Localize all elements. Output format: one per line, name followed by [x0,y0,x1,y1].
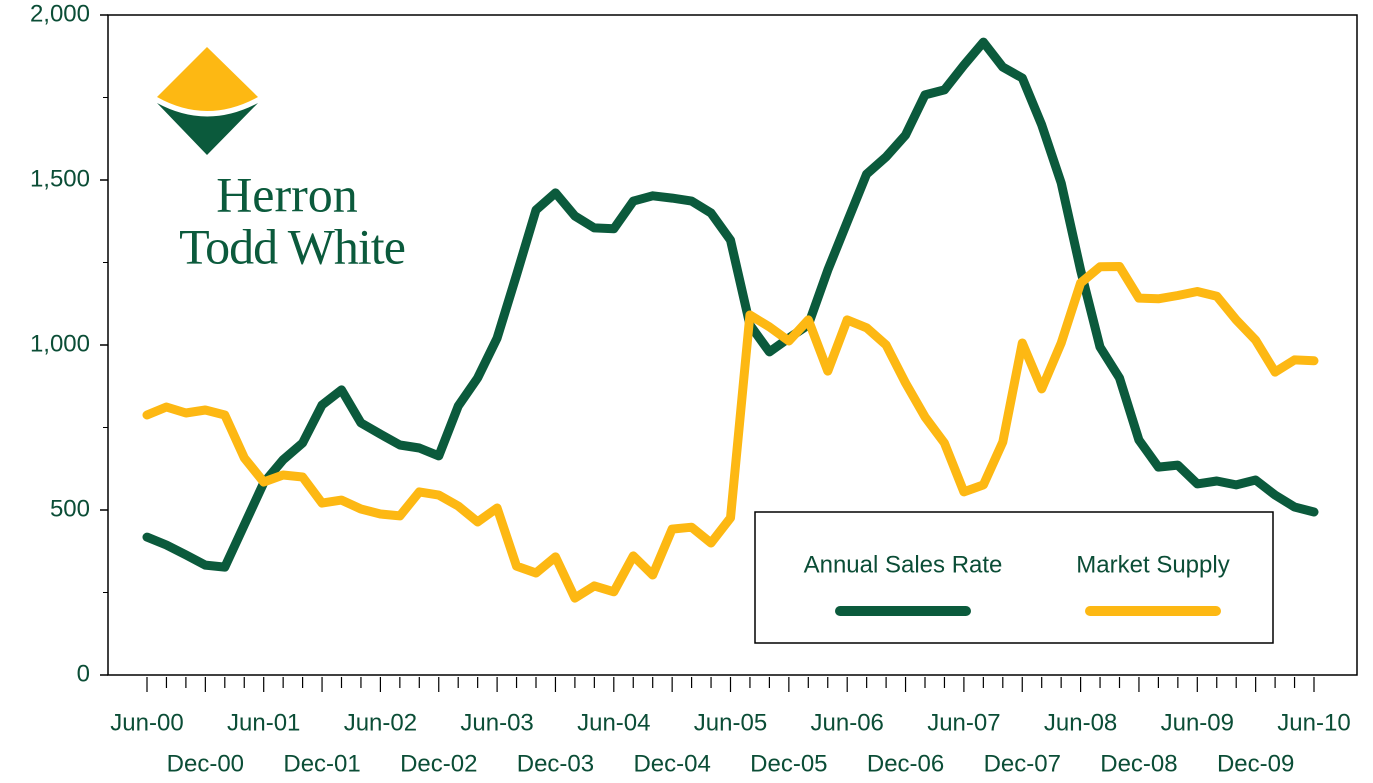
x-tick-label: Jun-02 [344,709,417,736]
x-tick-label: Dec-04 [633,750,710,777]
x-tick-label: Jun-09 [1161,709,1234,736]
x-tick-label: Jun-10 [1277,709,1350,736]
y-tick-label: 2,000 [30,0,90,27]
x-tick-label: Dec-09 [1217,750,1294,777]
x-tick-label: Dec-08 [1100,750,1177,777]
x-tick-label: Jun-04 [577,709,650,736]
logo-text: Herron [216,166,358,222]
series-line [142,37,1319,572]
legend-box [754,511,1274,644]
logo-bottom [157,103,258,155]
x-tick-label: Jun-07 [927,709,1000,736]
x-tick-label: Jun-08 [1044,709,1117,736]
x-tick-label: Dec-06 [867,750,944,777]
x-tick-label: Dec-03 [517,750,594,777]
x-tick-label: Jun-03 [460,709,533,736]
x-tick-label: Dec-01 [283,750,360,777]
y-tick-label: 1,000 [30,330,90,357]
y-tick-label: 1,500 [30,165,90,192]
x-tick-label: Dec-07 [984,750,1061,777]
x-tick-label: Dec-05 [750,750,827,777]
y-tick-label: 500 [50,495,90,522]
x-tick-label: Dec-02 [400,750,477,777]
x-tick-label: Dec-00 [167,750,244,777]
legend-label: Annual Sales Rate [804,551,1003,578]
logo: Herron Todd White [157,47,406,274]
series-line [142,262,1319,603]
x-tick-label: Jun-00 [110,709,183,736]
x-tick-label: Jun-06 [811,709,884,736]
legend-label: Market Supply [1076,551,1229,578]
x-tick-label: Jun-01 [227,709,300,736]
y-tick-label: 0 [77,660,90,687]
logo-text: Todd White [179,218,405,274]
x-tick-label: Jun-05 [694,709,767,736]
logo-top [157,47,258,111]
